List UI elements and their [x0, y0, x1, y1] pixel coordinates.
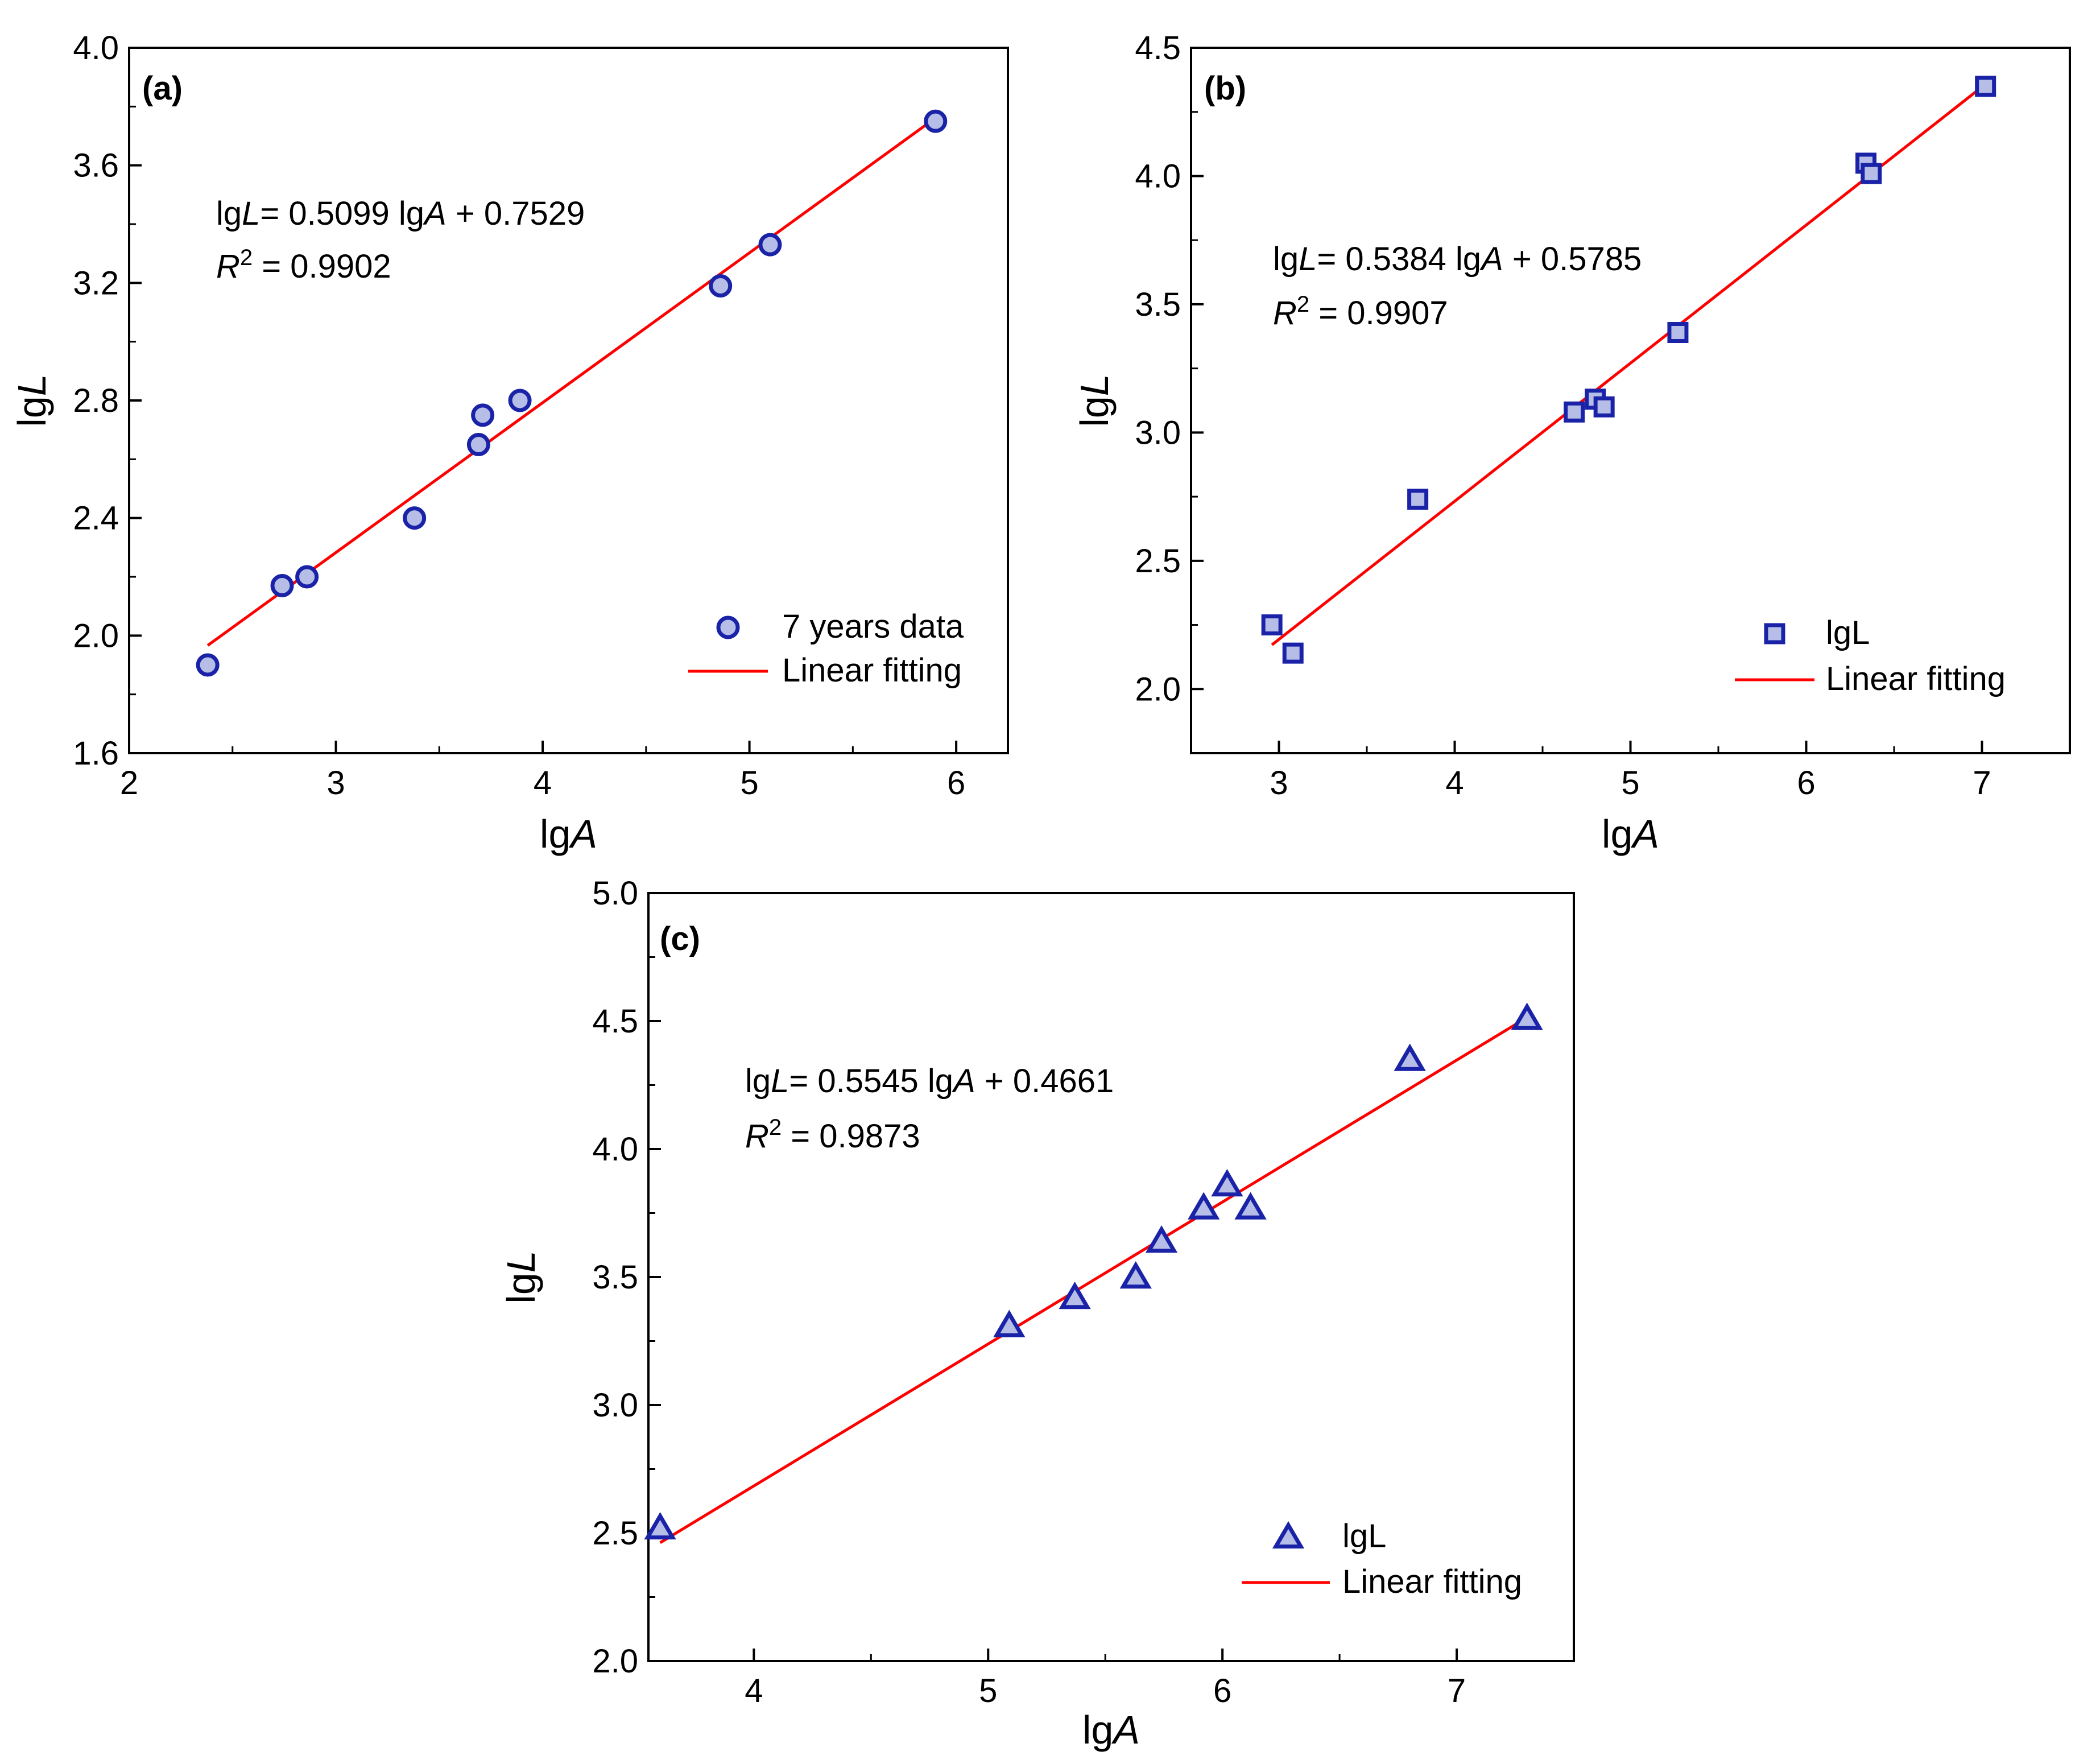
- legend-line-label: Linear fitting: [782, 652, 962, 689]
- y-tick-label: 4.5: [1135, 30, 1181, 67]
- y-axis-title: lgL: [10, 374, 54, 427]
- data-point: [1145, 1225, 1178, 1253]
- x-axis-title: lgA: [1082, 1708, 1140, 1752]
- legend-line-label: Linear fitting: [1342, 1563, 1522, 1600]
- data-point: [709, 274, 733, 298]
- x-tick-label: 7: [1448, 1672, 1466, 1709]
- y-tick-label: 2.0: [73, 617, 119, 654]
- data-point: [924, 109, 948, 133]
- fit-equation: lgL= 0.5545 lgA + 0.4661: [745, 1063, 1114, 1100]
- y-axis-title: lgL: [1072, 374, 1117, 427]
- data-point: [1234, 1192, 1267, 1220]
- x-tick-label: 4: [1445, 765, 1464, 802]
- data-point: [1564, 401, 1585, 423]
- y-tick-label: 1.6: [73, 735, 119, 772]
- y-tick-label: 2.4: [73, 500, 119, 537]
- y-tick-label: 2.8: [73, 382, 119, 419]
- data-point: [1593, 396, 1615, 418]
- x-tick-label: 5: [740, 765, 758, 802]
- data-point: [508, 389, 532, 412]
- x-tick-label: 5: [979, 1672, 997, 1709]
- x-tick-label: 6: [1213, 1672, 1231, 1709]
- data-point: [1119, 1261, 1152, 1289]
- y-tick-label: 3.5: [1135, 286, 1181, 323]
- data-point: [196, 653, 220, 677]
- y-tick-label: 4.0: [1135, 158, 1181, 195]
- y-tick-label: 2.5: [592, 1515, 638, 1552]
- data-point: [471, 403, 495, 427]
- y-tick-label: 3.2: [73, 265, 119, 301]
- x-tick-label: 3: [326, 765, 345, 802]
- fit-line: [206, 117, 937, 647]
- y-axis-title: lgL: [499, 1250, 543, 1303]
- legend-marker: [1764, 623, 1785, 645]
- data-point: [270, 574, 294, 597]
- y-tick-label: 2.0: [1135, 671, 1181, 708]
- legend-marker-label: lgL: [1826, 614, 1870, 651]
- r-squared: R2 = 0.9907: [1273, 292, 1448, 332]
- data-point: [1059, 1282, 1091, 1309]
- data-point: [1511, 1002, 1543, 1030]
- data-point: [1667, 322, 1689, 344]
- x-tick-label: 5: [1621, 765, 1639, 802]
- fit-equation: lgL= 0.5099 lgA + 0.7529: [216, 195, 585, 232]
- chart-panel-c: 4 5 6 7 2.0 2.5 3.0 3.5 4.0 4.5 5.0 lgA lgL (c) lgL= 0…: [499, 875, 1575, 1752]
- data-point: [1188, 1192, 1220, 1220]
- data-point: [1407, 489, 1429, 510]
- legend-marker: [1272, 1521, 1305, 1549]
- fit-line: [659, 1016, 1528, 1544]
- data-point: [993, 1309, 1026, 1337]
- data-point: [1861, 163, 1882, 184]
- y-tick-label: 5.0: [592, 875, 638, 912]
- panel-label: (c): [660, 920, 700, 957]
- chart-panel-a: 2 3 4 5 6 1.6 2.0 2.4 2.8 3.2 3.6 4.0 lgA lgL (a) lgL= …: [10, 30, 1009, 856]
- fit-equation: lgL= 0.5384 lgA + 0.5785: [1273, 241, 1642, 278]
- y-tick-label: 2.0: [592, 1643, 638, 1680]
- chart-panel-b: 3 4 5 6 7 2.0 2.5 3.0 3.5 4.0 4.5 lgA lgL (b) lgL= 0.5…: [1072, 30, 2071, 856]
- x-tick-label: 6: [947, 765, 965, 802]
- x-tick-label: 4: [745, 1672, 763, 1709]
- x-tick-label: 3: [1270, 765, 1288, 802]
- r-squared: R2 = 0.9873: [745, 1115, 920, 1155]
- x-axis-title: lgA: [540, 812, 597, 856]
- legend-marker: [716, 615, 740, 639]
- y-tick-label: 2.5: [1135, 543, 1181, 580]
- y-tick-label: 3.0: [1135, 414, 1181, 451]
- y-tick-label: 4.5: [592, 1003, 638, 1040]
- y-tick-label: 3.5: [592, 1259, 638, 1296]
- data-point: [403, 506, 427, 530]
- data-point: [644, 1512, 676, 1540]
- x-tick-label: 4: [534, 765, 552, 802]
- y-tick-label: 3.6: [73, 147, 119, 184]
- data-point: [1282, 642, 1304, 664]
- y-tick-label: 3.0: [592, 1387, 638, 1424]
- data-point: [1261, 614, 1283, 636]
- data-point: [1211, 1169, 1243, 1197]
- x-tick-label: 6: [1797, 765, 1815, 802]
- y-tick-label: 4.0: [73, 30, 119, 67]
- legend-marker-label: 7 years data: [782, 608, 964, 645]
- panel-label: (b): [1204, 70, 1246, 107]
- data-point: [1394, 1043, 1426, 1071]
- data-point: [466, 433, 490, 456]
- x-tick-label: 2: [120, 765, 138, 802]
- r-squared: R2 = 0.9902: [216, 245, 391, 285]
- data-point: [758, 233, 782, 257]
- x-tick-label: 7: [1973, 765, 1991, 802]
- data-point: [295, 565, 319, 589]
- y-tick-label: 4.0: [592, 1131, 638, 1168]
- legend-marker-label: lgL: [1342, 1518, 1386, 1555]
- legend-line-label: Linear fitting: [1826, 660, 2006, 697]
- data-point: [1975, 76, 1996, 97]
- panel-label: (a): [142, 70, 183, 107]
- x-axis-title: lgA: [1602, 812, 1659, 856]
